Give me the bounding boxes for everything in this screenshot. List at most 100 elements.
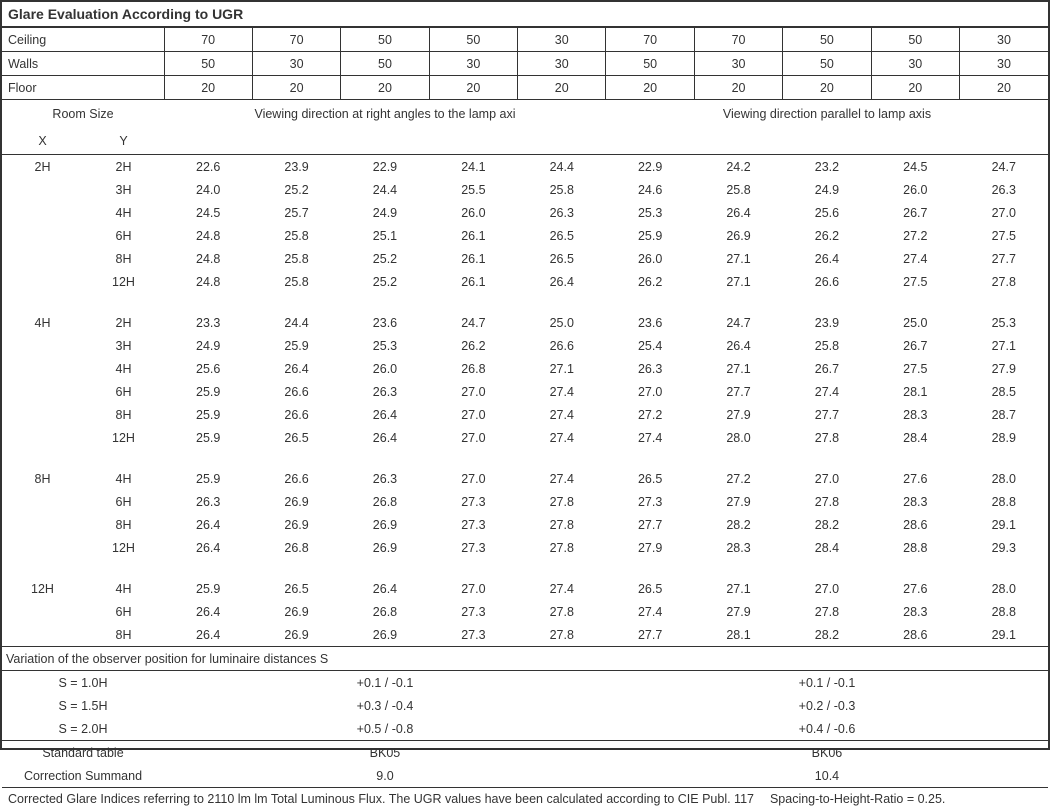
room-x	[2, 490, 83, 513]
ugr-value: 24.7	[960, 155, 1048, 179]
variation-section: Variation of the observer position for l…	[2, 647, 1048, 671]
ugr-value: 27.1	[694, 270, 782, 293]
ugr-value: 24.9	[164, 334, 252, 357]
ugr-value: 23.6	[341, 311, 429, 334]
room-y: 12H	[83, 426, 164, 449]
room-x: 8H	[2, 467, 83, 490]
room-x	[2, 224, 83, 247]
ugr-value: 26.1	[429, 247, 517, 270]
ugr-value: 26.9	[694, 224, 782, 247]
ugr-value: 27.0	[429, 467, 517, 490]
ugr-value: 27.0	[429, 403, 517, 426]
reflectance-value: 20	[871, 76, 959, 100]
ugr-value: 25.3	[960, 311, 1048, 334]
reflectance-value: 70	[694, 28, 782, 52]
ugr-value: 27.1	[694, 577, 782, 600]
reflectance-value: 30	[429, 52, 517, 76]
ugr-value: 27.3	[429, 513, 517, 536]
ugr-value: 25.8	[518, 178, 606, 201]
ugr-value: 24.8	[164, 224, 252, 247]
room-y: 6H	[83, 380, 164, 403]
ugr-value: 28.8	[960, 490, 1048, 513]
ugr-value: 26.8	[341, 490, 429, 513]
room-y: 4H	[83, 467, 164, 490]
variation-right-value: +0.5 / -0.8	[164, 717, 606, 741]
ugr-value: 27.4	[871, 247, 959, 270]
ugr-value: 27.3	[429, 536, 517, 559]
ugr-value: 26.4	[164, 513, 252, 536]
ugr-value: 27.5	[960, 224, 1048, 247]
ugr-value: 26.6	[252, 380, 340, 403]
ugr-value: 27.8	[783, 600, 871, 623]
ugr-value: 27.4	[518, 380, 606, 403]
reflectance-value: 20	[960, 76, 1048, 100]
room-y: 2H	[83, 311, 164, 334]
ugr-value: 26.4	[341, 577, 429, 600]
ugr-value: 26.7	[871, 201, 959, 224]
variation-right-value: +0.3 / -0.4	[164, 694, 606, 717]
reflectance-value: 70	[252, 28, 340, 52]
ugr-value: 24.0	[164, 178, 252, 201]
ugr-value: 27.3	[606, 490, 694, 513]
reflectance-label: Ceiling	[2, 28, 164, 52]
room-x	[2, 270, 83, 293]
ugr-value: 26.5	[518, 224, 606, 247]
ugr-value: 26.4	[164, 623, 252, 647]
ugr-value: 27.7	[960, 247, 1048, 270]
correction-summand-label: Correction Summand	[2, 764, 164, 787]
ugr-value: 28.0	[960, 577, 1048, 600]
ugr-value: 28.4	[871, 426, 959, 449]
group-spacer	[2, 449, 1048, 467]
reflectance-value: 20	[429, 76, 517, 100]
ugr-value: 28.2	[783, 513, 871, 536]
room-x: 4H	[2, 311, 83, 334]
variation-rows: S = 1.0H+0.1 / -0.1+0.1 / -0.1S = 1.5H+0…	[2, 671, 1048, 741]
viewing-header: Room Size Viewing direction at right ang…	[2, 100, 1048, 155]
standard-parallel: BK06	[606, 741, 1048, 765]
reflectance-value: 20	[606, 76, 694, 100]
ugr-value: 27.8	[783, 426, 871, 449]
x-label: X	[2, 127, 83, 155]
ugr-value: 27.7	[606, 513, 694, 536]
reflectance-label: Floor	[2, 76, 164, 100]
room-x	[2, 536, 83, 559]
ugr-value: 24.1	[429, 155, 517, 179]
ugr-value: 26.5	[606, 577, 694, 600]
ugr-value: 26.0	[871, 178, 959, 201]
ugr-value: 27.4	[518, 467, 606, 490]
ugr-value: 25.8	[252, 224, 340, 247]
ugr-value: 25.9	[164, 380, 252, 403]
room-x	[2, 247, 83, 270]
ugr-value: 25.8	[252, 270, 340, 293]
reflectance-value: 70	[164, 28, 252, 52]
ugr-value: 26.9	[252, 600, 340, 623]
ugr-value: 24.4	[518, 155, 606, 179]
ugr-value: 27.0	[429, 426, 517, 449]
ugr-value: 26.9	[341, 513, 429, 536]
room-x	[2, 623, 83, 647]
reflectance-value: 20	[164, 76, 252, 100]
ugr-value: 27.4	[518, 577, 606, 600]
variation-parallel-value: +0.1 / -0.1	[606, 671, 1048, 695]
reflectance-value: 20	[252, 76, 340, 100]
ugr-value: 26.9	[341, 623, 429, 647]
ugr-value: 25.8	[783, 334, 871, 357]
reflectance-value: 70	[606, 28, 694, 52]
ugr-value: 25.5	[429, 178, 517, 201]
ugr-value: 26.5	[518, 247, 606, 270]
ugr-value: 27.0	[960, 201, 1048, 224]
ugr-value: 26.4	[518, 270, 606, 293]
room-y: 8H	[83, 513, 164, 536]
table-title: Glare Evaluation According to UGR	[2, 2, 1048, 27]
ugr-value: 26.1	[429, 270, 517, 293]
ugr-value: 23.3	[164, 311, 252, 334]
standard-section: Standard tableBK05BK06Correction Summand…	[2, 741, 1048, 788]
reflectance-value: 30	[871, 52, 959, 76]
ugr-value: 28.2	[783, 623, 871, 647]
ugr-value: 28.5	[960, 380, 1048, 403]
ugr-value: 28.3	[871, 600, 959, 623]
ugr-value: 27.0	[606, 380, 694, 403]
y-label: Y	[83, 127, 164, 155]
room-x	[2, 600, 83, 623]
room-y: 6H	[83, 490, 164, 513]
